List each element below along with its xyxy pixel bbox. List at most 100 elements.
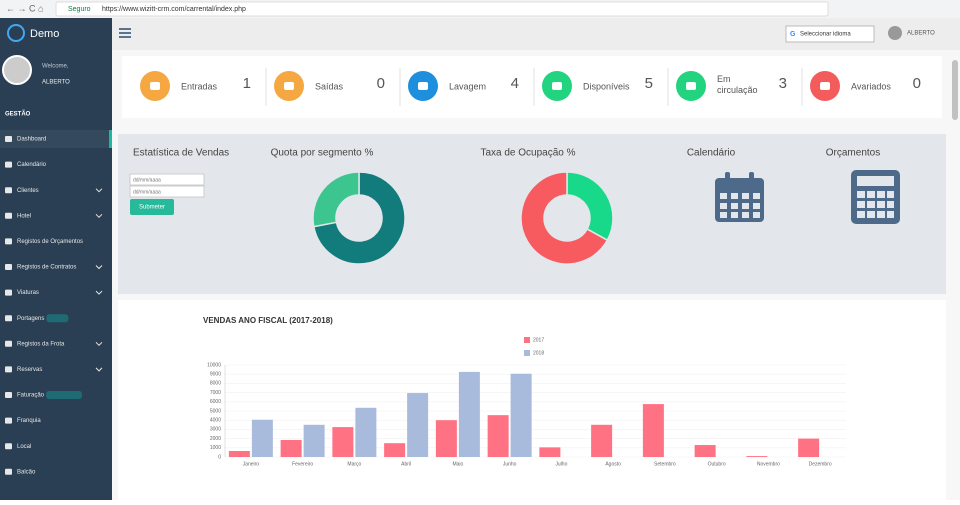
menu-item[interactable]: Portagens (17, 316, 44, 322)
menu-item[interactable]: Registos da Frota (17, 341, 65, 347)
menu-icon (5, 187, 12, 194)
menu-chevron (95, 188, 103, 193)
menu-badge (46, 391, 83, 399)
bar (487, 415, 509, 457)
brand: Demo (30, 28, 59, 40)
y-tick-label: 2000 (210, 436, 221, 442)
stat-glyph (418, 82, 428, 90)
bar (280, 439, 302, 457)
bar (746, 456, 768, 457)
stat-label: Saídas (315, 81, 344, 91)
menu-icon (5, 468, 12, 475)
menu-icon (5, 161, 12, 168)
stat-glyph (820, 82, 830, 90)
url: https://www.wizitt-crm.com/carrental/ind… (102, 6, 246, 13)
bar (798, 438, 820, 457)
menu-chevron (95, 341, 103, 347)
x-tick-label: Abril (401, 461, 411, 467)
menu-item[interactable]: Dashboard (17, 137, 46, 143)
bar (510, 373, 532, 457)
date-placeholder: dd/mm/aaaa (133, 177, 161, 183)
date-placeholder: dd/mm/aaaa (133, 189, 161, 195)
menu-item[interactable]: Balcão (17, 469, 36, 475)
sidebar (0, 18, 112, 500)
donut-slice (312, 171, 360, 228)
submit-button[interactable] (130, 199, 174, 215)
y-tick-label: 6000 (210, 399, 221, 405)
nav-buttons[interactable]: ← → C ⌂ (6, 3, 43, 13)
date-input[interactable] (129, 185, 205, 198)
bar (355, 407, 377, 457)
calculator-icon[interactable] (851, 170, 900, 224)
stat-glyph (552, 82, 562, 90)
address-bar[interactable] (55, 1, 829, 17)
x-tick-label: Outubro (708, 461, 726, 467)
stat-value: 5 (645, 75, 653, 92)
chart-title: Quota por segmento % (271, 148, 374, 159)
menu-item[interactable]: Registos de Contratos (17, 265, 76, 271)
avatar (2, 55, 32, 85)
menu-item[interactable]: Clientes (17, 188, 39, 194)
scrollbar[interactable] (952, 60, 958, 120)
stat-label: Em circulação (717, 74, 758, 95)
x-tick-label: Agosto (605, 461, 621, 467)
bar (251, 419, 273, 457)
menu-badge (46, 314, 69, 323)
menu-item[interactable]: Viaturas (17, 290, 39, 296)
donut-slice (566, 171, 614, 242)
y-tick-label: 0 (218, 454, 221, 460)
menu-icon (5, 289, 12, 296)
stat-label: Disponíveis (583, 81, 630, 91)
bar (228, 451, 250, 457)
menu-icon (5, 340, 12, 347)
widget-title: Orçamentos (826, 148, 880, 159)
menu-active (0, 130, 112, 148)
menu-icon (5, 264, 12, 270)
y-tick-label: 3000 (210, 427, 221, 433)
x-tick-label: Maio (452, 461, 463, 467)
menu-item[interactable]: Calendário (17, 162, 47, 168)
x-tick-label: Junho (503, 461, 517, 467)
menu-icon (5, 443, 12, 450)
menu-item[interactable]: Faturação (17, 393, 45, 399)
bar (591, 424, 613, 457)
legend-label[interactable]: 2017 (533, 337, 544, 343)
y-tick-label: 8000 (210, 381, 221, 387)
menu-icon (5, 315, 12, 322)
welcome: Welcome, (42, 64, 69, 70)
stat-label: Lavagem (449, 81, 486, 91)
menu-item[interactable]: Franquia (17, 418, 41, 424)
section-title: GESTÃO (5, 111, 31, 118)
calendar-icon[interactable] (715, 172, 764, 222)
bar (303, 424, 325, 457)
stat-label: Entradas (181, 81, 218, 91)
menu-item[interactable]: Hotel (17, 213, 31, 219)
stat-glyph (686, 82, 696, 90)
menu-chevron (95, 213, 103, 219)
bar (539, 447, 561, 457)
topbar-user[interactable]: ALBERTO (907, 31, 935, 37)
y-tick-label: 10000 (207, 362, 221, 368)
menu-item[interactable]: Registos de Orçamentos (17, 239, 83, 245)
x-tick-label: Janeiro (243, 461, 260, 467)
x-tick-label: Março (347, 461, 361, 467)
stat-value: 1 (243, 75, 251, 92)
bar (694, 445, 716, 457)
stat-value: 0 (913, 75, 921, 92)
legend-swatch[interactable] (524, 350, 530, 356)
menu-icon (5, 212, 12, 219)
menu-chevron (95, 290, 103, 295)
legend-label[interactable]: 2018 (533, 350, 544, 356)
menu-item[interactable]: Local (17, 444, 31, 450)
menu-item[interactable]: Reservas (17, 367, 42, 373)
x-tick-label: Julho (555, 461, 567, 467)
sales-title: Estatística de Vendas (133, 148, 229, 159)
chart-title: VENDAS ANO FISCAL (2017-2018) (203, 316, 333, 325)
menu-icon (5, 238, 12, 245)
legend-swatch[interactable] (524, 337, 530, 343)
language-select[interactable] (785, 25, 875, 43)
hamburger[interactable] (119, 28, 131, 38)
date-input[interactable] (129, 173, 205, 186)
